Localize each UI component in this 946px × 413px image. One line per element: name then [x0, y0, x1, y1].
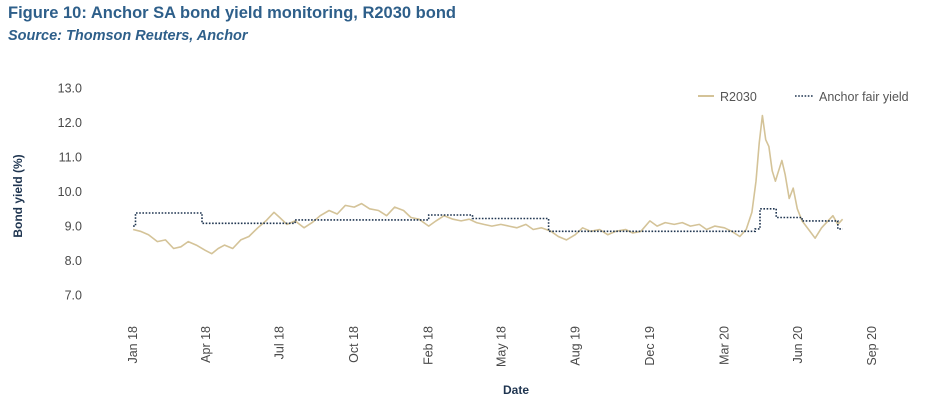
y-tick-label: 11.0	[59, 151, 82, 165]
y-tick-label: 13.0	[58, 81, 82, 95]
series-layer	[132, 114, 844, 255]
x-tick-label: Jan 18	[126, 326, 140, 364]
y-tick-label: 9.0	[65, 220, 82, 234]
x-tick-label: Apr 18	[199, 326, 213, 363]
series-line-r2030	[132, 114, 844, 255]
y-tick-label: 7.0	[65, 289, 82, 303]
y-tick-label: 8.0	[65, 254, 82, 268]
figure-title: Figure 10: Anchor SA bond yield monitori…	[8, 4, 456, 22]
figure-source: Source: Thomson Reuters, Anchor	[8, 28, 248, 44]
y-axis-label: Bond yield (%)	[11, 154, 25, 237]
x-axis-label: Date	[503, 383, 529, 397]
x-tick-label: Dec 19	[643, 326, 657, 366]
legend-label-fair-yield: Anchor fair yield	[819, 90, 909, 104]
legend: R2030 Anchor fair yield	[698, 90, 909, 104]
x-tick-label: Jun 20	[791, 326, 805, 364]
x-tick-label: Sep 20	[865, 326, 879, 366]
x-tick-label: May 18	[495, 326, 509, 367]
y-tick-label: 12.0	[58, 116, 82, 130]
x-axis-ticks: Jan 18 Apr 18 Jul 18 Oct 18 Feb 18 May 18 Aug …	[126, 326, 879, 367]
y-tick-label: 10.0	[58, 185, 82, 199]
legend-label-r2030: R2030	[720, 90, 757, 104]
x-tick-label: Aug 19	[568, 326, 582, 366]
x-tick-label: Feb 18	[422, 326, 436, 365]
x-tick-label: Oct 18	[347, 326, 361, 363]
y-axis-ticks: 7.0 8.0 9.0 10.0 11.0 12.0 13.0	[58, 81, 82, 302]
x-tick-label: Jul 18	[273, 326, 287, 359]
x-tick-label: Mar 20	[717, 326, 731, 365]
series-line-fair-yield	[133, 208, 843, 233]
